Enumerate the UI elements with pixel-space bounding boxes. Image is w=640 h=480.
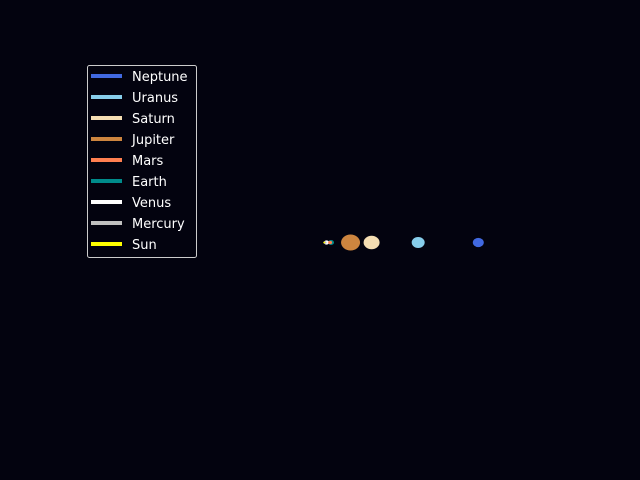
planet-marker-sun <box>323 241 326 244</box>
legend-label-saturn: Saturn <box>132 112 175 127</box>
planet-marker-mars <box>328 240 333 245</box>
legend-label-venus: Venus <box>132 196 171 211</box>
legend-label-uranus: Uranus <box>132 91 178 106</box>
planet-marker-saturn <box>363 235 380 250</box>
legend-frame <box>87 65 197 258</box>
legend-label-mercury: Mercury <box>132 217 185 232</box>
planet-marker-neptune <box>472 237 484 248</box>
legend-label-mars: Mars <box>132 154 164 169</box>
planet-marker-jupiter <box>341 234 361 251</box>
planet-marker-uranus <box>411 237 425 248</box>
legend: Neptune Uranus Saturn Jupiter Mars Earth Venus… <box>87 65 197 258</box>
legend-label-earth: Earth <box>132 175 167 190</box>
legend-label-sun: Sun <box>132 238 157 253</box>
legend-label-jupiter: Jupiter <box>131 133 175 148</box>
legend-label-neptune: Neptune <box>132 70 188 85</box>
planet-markers <box>323 234 484 251</box>
